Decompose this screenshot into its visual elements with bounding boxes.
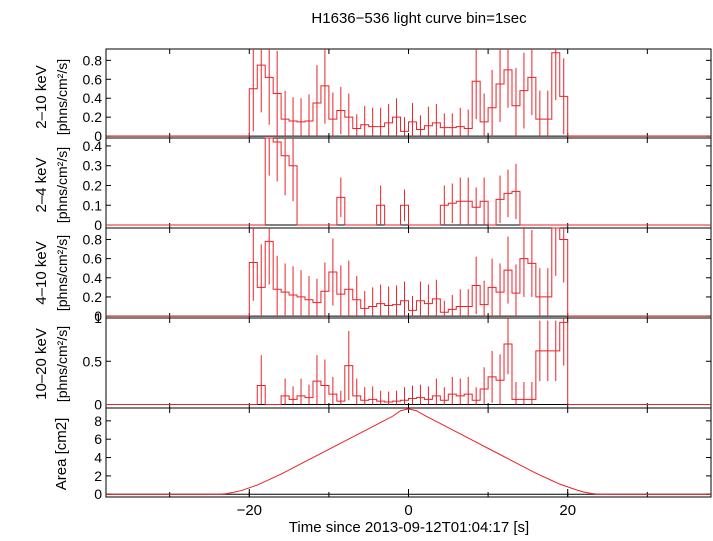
- ylabel-unit-0: [phns/cm²/s]: [54, 59, 70, 135]
- panel-2-4kev: 0 0.1 0.2 0.3 0.4: [83, 137, 712, 233]
- panel-effective-area: 0 2 4 6 8 −20 0 20: [94, 407, 712, 519]
- light-curve-series: [106, 227, 711, 317]
- y-tick-label: 0: [94, 486, 102, 502]
- y-tick-label: 0: [94, 308, 102, 324]
- x-axis-label: Time since 2013-09-12T01:04:17 [s]: [289, 519, 529, 536]
- x-tick-label: 0: [404, 502, 412, 519]
- light-curve-series: [106, 321, 711, 406]
- y-tick-label: 0.2: [83, 109, 103, 125]
- ylabel-unit-1: [phns/cm²/s]: [54, 147, 70, 223]
- ylabel-unit-3: [phns/cm²/s]: [54, 326, 70, 402]
- y-tick-label: 0.4: [83, 270, 103, 286]
- y-tick-label: 0.6: [83, 251, 103, 267]
- y-tick-label: 0.2: [83, 289, 103, 305]
- x-tick-label: −20: [237, 502, 262, 519]
- y-tick-label: 0: [94, 217, 102, 233]
- y-tick-label: 0.6: [83, 71, 103, 87]
- y-tick-label: 6: [94, 431, 102, 447]
- y-tick-label: 0.1: [83, 197, 103, 213]
- y-tick-label: 0: [94, 397, 102, 413]
- y-tick-label: 0.3: [83, 158, 103, 174]
- y-tick-label: 0.4: [83, 90, 103, 106]
- panel-frame: [105, 407, 712, 498]
- y-tick-label: 0: [94, 128, 102, 144]
- effective-area-curve: [106, 408, 711, 495]
- y-tick-label: 0.4: [83, 138, 103, 154]
- light-curve-series: [106, 52, 711, 137]
- ylabel-band-3: 10–20 keV: [33, 328, 50, 400]
- y-tick-label: 4: [94, 450, 102, 466]
- panel-2-10kev: 0 0.2 0.4 0.6 0.8: [83, 48, 712, 144]
- y-tick-label: 0.8: [83, 52, 103, 68]
- y-tick-label: 1: [94, 310, 102, 326]
- ylabel-band-2: 4–10 keV: [33, 241, 50, 304]
- light-curve-series: [106, 137, 711, 226]
- y-tick-label: 8: [94, 413, 102, 429]
- x-tick-label: 20: [559, 502, 576, 519]
- y-tick-label: 2: [94, 468, 102, 484]
- panel-10-20kev: 00.51: [83, 310, 712, 413]
- ylabel-band-1: 2–4 keV: [33, 157, 50, 212]
- chart-title: H1636−536 light curve bin=1sec: [311, 10, 527, 27]
- y-tick-label: 0.2: [83, 177, 103, 193]
- ylabel-unit-2: [phns/cm²/s]: [54, 235, 70, 311]
- y-tick-label: 0.8: [83, 231, 103, 247]
- panel-4-10kev: 0 0.2 0.4 0.6 0.8: [83, 227, 712, 324]
- y-tick-label: 0.5: [83, 353, 103, 369]
- ylabel-band-0: 2–10 keV: [33, 65, 50, 128]
- ylabel-area: Area [cm2]: [53, 418, 70, 491]
- panel-frame: [105, 317, 712, 409]
